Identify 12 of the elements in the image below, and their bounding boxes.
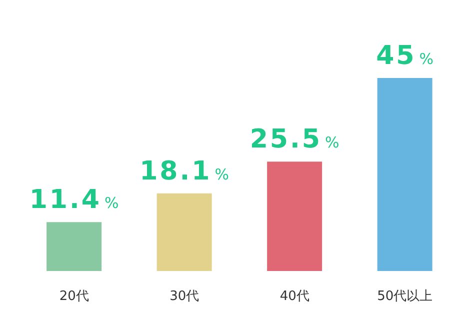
bar [156,193,212,271]
x-tick-label: 40代 [280,289,310,304]
data-label: 45% [376,41,434,71]
data-label: 25.5% [250,124,340,155]
x-tick-label: 30代 [170,289,200,304]
bar [267,162,322,271]
data-label: 18.1% [140,156,230,186]
data-label: 11.4% [29,185,119,216]
x-tick-label: 50代以上 [377,289,433,304]
bar [377,78,432,271]
x-tick-label: 20代 [59,289,89,304]
bar [46,222,102,271]
